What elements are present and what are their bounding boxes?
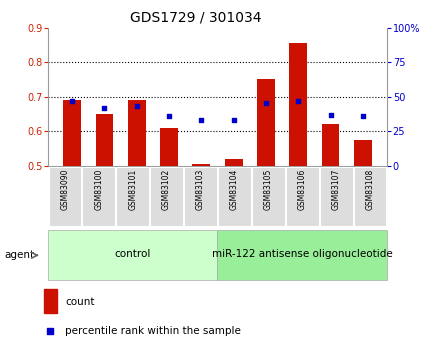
Text: agent: agent bbox=[4, 250, 34, 260]
Text: GSM83104: GSM83104 bbox=[230, 169, 238, 210]
Bar bbox=[95, 114, 113, 166]
FancyBboxPatch shape bbox=[49, 167, 81, 226]
Bar bbox=[256, 79, 274, 166]
Text: GSM83108: GSM83108 bbox=[365, 169, 374, 210]
Point bbox=[165, 113, 172, 119]
Bar bbox=[43, 289, 57, 313]
FancyBboxPatch shape bbox=[150, 167, 182, 226]
FancyBboxPatch shape bbox=[48, 230, 217, 280]
Text: GSM83103: GSM83103 bbox=[196, 169, 204, 210]
Text: GSM83090: GSM83090 bbox=[60, 169, 69, 210]
Text: GSM83101: GSM83101 bbox=[128, 169, 137, 210]
FancyBboxPatch shape bbox=[184, 167, 216, 226]
FancyBboxPatch shape bbox=[82, 167, 115, 226]
Text: GSM83105: GSM83105 bbox=[263, 169, 272, 210]
Bar bbox=[224, 159, 242, 166]
Text: GSM83106: GSM83106 bbox=[297, 169, 306, 210]
Point bbox=[358, 113, 365, 119]
Point bbox=[197, 117, 204, 123]
Bar bbox=[353, 140, 371, 166]
Bar bbox=[321, 124, 339, 166]
Bar bbox=[128, 100, 145, 166]
Point bbox=[230, 117, 237, 123]
FancyBboxPatch shape bbox=[252, 167, 284, 226]
Text: GSM83100: GSM83100 bbox=[94, 169, 103, 210]
Text: GSM83107: GSM83107 bbox=[331, 169, 340, 210]
Bar bbox=[63, 100, 81, 166]
Bar bbox=[192, 164, 210, 166]
Point bbox=[101, 105, 108, 110]
Text: GDS1729 / 301034: GDS1729 / 301034 bbox=[130, 10, 261, 24]
FancyBboxPatch shape bbox=[319, 167, 352, 226]
Text: GSM83102: GSM83102 bbox=[162, 169, 171, 210]
Point bbox=[326, 112, 333, 117]
FancyBboxPatch shape bbox=[353, 167, 385, 226]
Point bbox=[47, 328, 54, 334]
Text: miR-122 antisense oligonucleotide: miR-122 antisense oligonucleotide bbox=[211, 249, 392, 259]
FancyBboxPatch shape bbox=[217, 230, 386, 280]
Text: count: count bbox=[65, 297, 95, 306]
Text: percentile rank within the sample: percentile rank within the sample bbox=[65, 326, 240, 336]
Bar bbox=[160, 128, 178, 166]
Point bbox=[262, 101, 269, 106]
FancyBboxPatch shape bbox=[286, 167, 318, 226]
Bar bbox=[289, 43, 306, 166]
FancyBboxPatch shape bbox=[116, 167, 148, 226]
Text: control: control bbox=[114, 249, 151, 259]
FancyBboxPatch shape bbox=[218, 167, 250, 226]
Point bbox=[69, 98, 76, 104]
Point bbox=[294, 98, 301, 104]
Point bbox=[133, 104, 140, 109]
